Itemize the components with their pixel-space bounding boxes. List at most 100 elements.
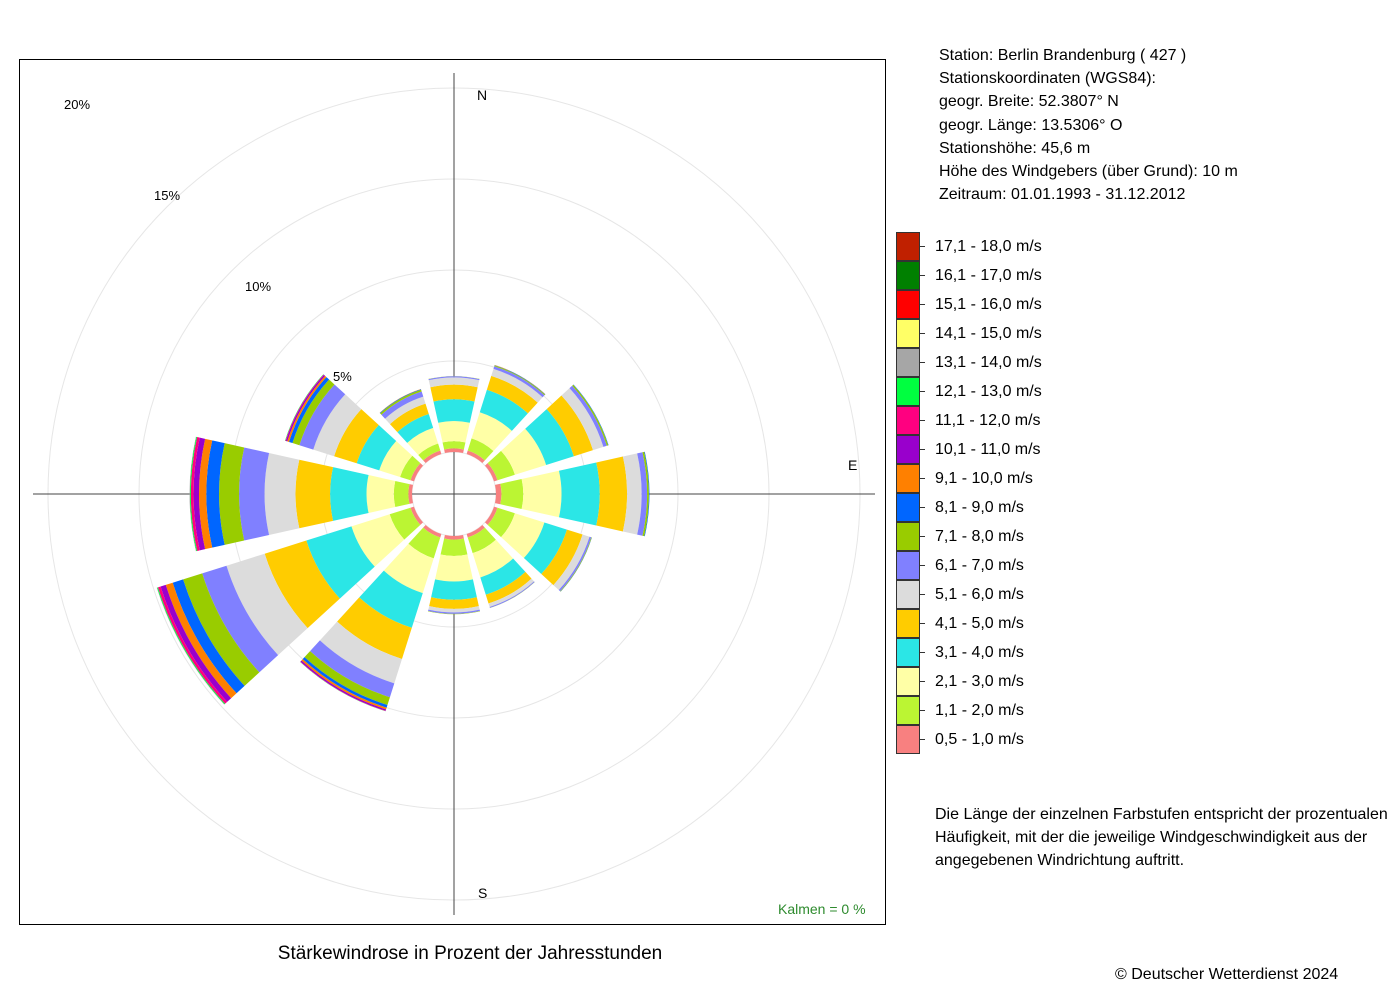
wedge-dir270-class13 — [189, 436, 198, 552]
wedge-dir180-class4 — [431, 579, 477, 600]
wedge-dir60-class5 — [546, 395, 593, 457]
wedge-dir180-class7 — [428, 609, 480, 614]
legend-label: 2,1 - 3,0 m/s — [935, 673, 1024, 690]
wedge-dir150-class6 — [488, 578, 535, 607]
station-elevation: Stationshöhe: 45,6 m — [939, 139, 1091, 157]
wedge-dir180-class5 — [429, 597, 479, 609]
legend-item: 4,1 - 5,0 m/s — [896, 609, 1086, 638]
wedge-dir0-class6 — [428, 377, 480, 388]
wedge-dir30-class5 — [486, 375, 538, 414]
wedge-dir300-class6 — [313, 394, 362, 457]
ring-label-4: 20% — [64, 97, 90, 112]
wedge-dir300-class5 — [334, 409, 379, 464]
wedge-dir180-class1 — [444, 535, 464, 540]
legend-item: 10,1 - 11,0 m/s — [896, 435, 1086, 464]
legend-label: 16,1 - 17,0 m/s — [935, 267, 1042, 284]
wedge-dir0-class2 — [442, 441, 466, 450]
wedge-dir330-class1 — [423, 450, 442, 464]
wedge-dir0-class1 — [444, 448, 464, 453]
legend-swatch — [896, 348, 920, 377]
wedge-dir270-class12 — [190, 437, 200, 551]
wedge-dir30-class7 — [493, 366, 545, 398]
wedge-dir240-class2 — [389, 507, 421, 540]
chart-title: Stärkewindrose in Prozent der Jahresstun… — [277, 943, 663, 964]
wedge-dir150-class5 — [485, 571, 532, 604]
legend-label: 8,1 - 9,0 m/s — [935, 499, 1024, 516]
wedge-dir330-class5 — [389, 403, 429, 433]
legend-label: 5,1 - 6,0 m/s — [935, 586, 1024, 603]
legend-label: 13,1 - 14,0 m/s — [935, 354, 1042, 371]
wedge-dir90-class1 — [495, 483, 502, 505]
wedge-dir300-class8 — [292, 379, 335, 446]
wedge-dir120-class1 — [484, 506, 498, 525]
legend-tick — [920, 710, 925, 711]
legend-swatch — [896, 406, 920, 435]
wedge-dir300-class2 — [400, 455, 421, 481]
wedge-dir300-class9 — [288, 377, 330, 444]
wedge-dir210-class8 — [304, 651, 390, 706]
legend-tick — [920, 565, 925, 566]
wedge-dir90-class8 — [642, 451, 649, 537]
legend-item: 2,1 - 3,0 m/s — [896, 667, 1086, 696]
wedge-dir60-class4 — [525, 409, 574, 465]
legend-swatch — [896, 696, 920, 725]
legend-tick — [920, 420, 925, 421]
wedge-dir270-class5 — [295, 459, 334, 529]
wedge-dir210-class2 — [408, 527, 441, 559]
wedge-dir180-class8 — [427, 611, 481, 615]
wedge-dir90-class3 — [521, 470, 562, 518]
legend-label: 9,1 - 10,0 m/s — [935, 470, 1033, 487]
wedge-dir150-class2 — [467, 527, 496, 554]
legend-item: 3,1 - 4,0 m/s — [896, 638, 1086, 667]
wedge-dir30-class6 — [491, 368, 543, 403]
wedge-dir270-class4 — [330, 467, 369, 521]
description: Die Länge der einzelnen Farbstufen entsp… — [935, 806, 1388, 869]
wedge-dir270-class6 — [264, 453, 300, 535]
station-coords-heading: Stationskoordinaten (WGS84): — [939, 70, 1156, 88]
wedge-dir120-class6 — [553, 534, 590, 591]
legend-tick — [920, 478, 925, 479]
wedge-dir300-class7 — [299, 384, 346, 450]
legend-tick — [920, 449, 925, 450]
wedge-dir150-class1 — [466, 524, 485, 538]
legend-item: 0,5 - 1,0 m/s — [896, 725, 1086, 754]
wedge-dir240-class11 — [160, 584, 232, 702]
legend-item: 13,1 - 14,0 m/s — [896, 348, 1086, 377]
wedge-dir60-class3 — [501, 428, 547, 475]
legend-label: 6,1 - 7,0 m/s — [935, 557, 1024, 574]
ring-label-1: 5% — [333, 369, 352, 384]
legend-swatch — [896, 667, 920, 696]
legend-item: 16,1 - 17,0 m/s — [896, 261, 1086, 290]
legend-item: 1,1 - 2,0 m/s — [896, 696, 1086, 725]
legend-swatch — [896, 377, 920, 406]
anemometer-height: Höhe des Windgebers (über Grund): 10 m — [939, 163, 1238, 181]
legend-label: 10,1 - 11,0 m/s — [935, 441, 1041, 458]
wedge-dir240-class9 — [172, 579, 245, 694]
legend-swatch — [896, 580, 920, 609]
legend-item: 12,1 - 13,0 m/s — [896, 377, 1086, 406]
legend-item: 5,1 - 6,0 m/s — [896, 580, 1086, 609]
legend-tick — [920, 275, 925, 276]
legend-label: 0,5 - 1,0 m/s — [935, 731, 1024, 748]
legend-swatch — [896, 232, 920, 261]
wedge-dir300-class4 — [356, 425, 397, 471]
legend-label: 15,1 - 16,0 m/s — [935, 296, 1042, 313]
wedge-dir0-class8 — [428, 376, 480, 380]
wedge-dir210-class4 — [359, 570, 423, 628]
wedge-dir60-class6 — [561, 388, 604, 451]
legend-swatch — [896, 319, 920, 348]
wedge-dir0-class5 — [430, 384, 478, 402]
wedge-dir90-class2 — [500, 479, 524, 509]
legend-tick — [920, 739, 925, 740]
copyright: © Deutscher Wetterdienst 2024 — [1115, 966, 1339, 983]
wedge-dir270-class7 — [239, 447, 270, 541]
wedge-dir240-class6 — [226, 553, 308, 656]
wedge-dir60-class1 — [484, 463, 498, 482]
wedge-dir0-class7 — [428, 376, 480, 381]
wedge-dir120-class2 — [487, 507, 515, 538]
legend-tick — [920, 304, 925, 305]
wedge-dir330-class2 — [418, 443, 441, 461]
wedge-dir270-class14 — [189, 436, 197, 552]
wedge-dir60-class7 — [569, 385, 607, 447]
wedge-dir330-class6 — [385, 396, 426, 425]
